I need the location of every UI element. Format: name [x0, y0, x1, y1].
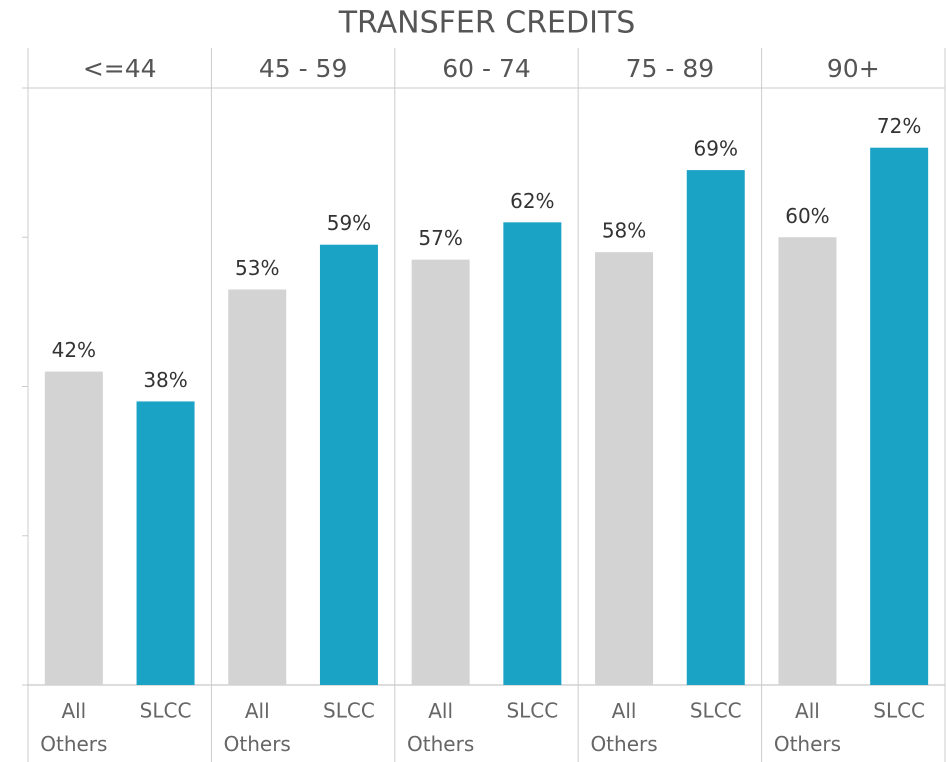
bar	[595, 252, 654, 686]
value-label: 59%	[327, 211, 371, 235]
x-tick-label: SLCC	[506, 699, 558, 723]
value-label: 38%	[143, 368, 187, 392]
value-label: 42%	[52, 338, 96, 362]
bar	[44, 371, 103, 685]
bar	[686, 170, 745, 685]
x-tick-label: All Others	[590, 699, 657, 756]
bar	[870, 147, 929, 685]
x-tick-label: SLCC	[690, 699, 742, 723]
x-tick-label: All Others	[774, 699, 841, 756]
value-label: 53%	[235, 256, 279, 280]
value-label: 62%	[510, 189, 554, 213]
group-label: 75 - 89	[626, 54, 715, 83]
x-tick-label: SLCC	[140, 699, 192, 723]
x-tick-label: All Others	[407, 699, 474, 756]
group-label: <=44	[83, 54, 157, 83]
bar	[228, 289, 287, 685]
group-label: 45 - 59	[259, 54, 348, 83]
value-label: 69%	[694, 137, 738, 161]
x-tick-label: SLCC	[873, 699, 925, 723]
x-tick-label: All Others	[224, 699, 291, 756]
x-tick-label: SLCC	[323, 699, 375, 723]
bar	[503, 222, 562, 685]
group-label: 90+	[827, 54, 880, 83]
chart-title: TRANSFER CREDITS	[338, 6, 636, 41]
x-tick-label: All Others	[40, 699, 107, 756]
bar	[411, 259, 470, 685]
bar	[319, 244, 378, 685]
group-label: 60 - 74	[442, 54, 531, 83]
bar	[778, 237, 837, 685]
value-label: 57%	[418, 226, 462, 250]
value-label: 60%	[785, 204, 829, 228]
value-label: 72%	[877, 114, 921, 138]
value-label: 58%	[602, 219, 646, 243]
bar	[136, 401, 195, 685]
